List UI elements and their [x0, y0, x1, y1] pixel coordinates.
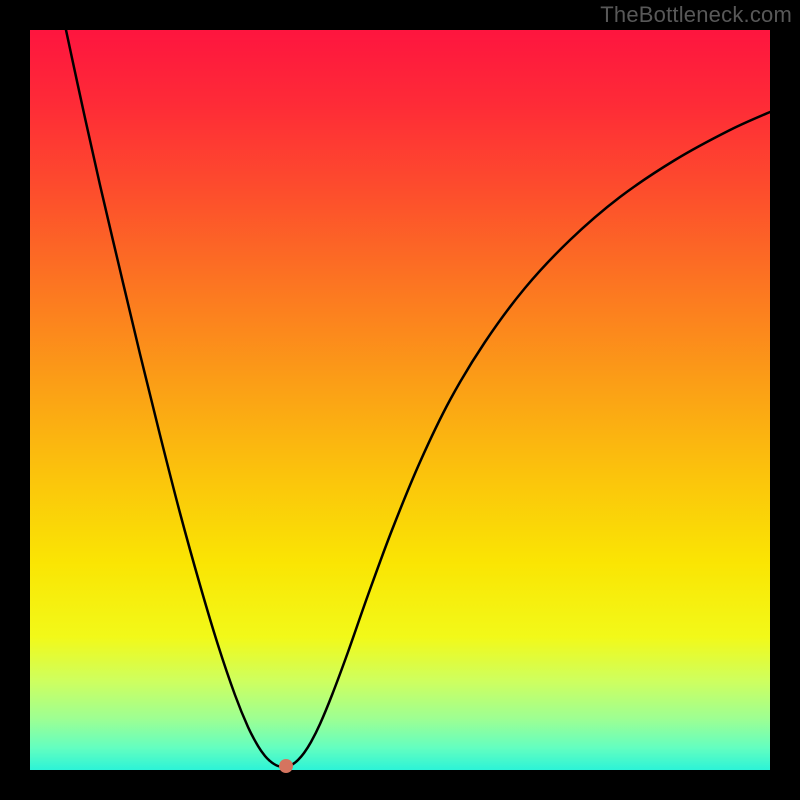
- chart-frame: TheBottleneck.com: [0, 0, 800, 800]
- minimum-marker: [279, 759, 293, 773]
- watermark-text: TheBottleneck.com: [600, 2, 792, 28]
- plot-background: [30, 30, 770, 770]
- bottleneck-chart: [0, 0, 800, 800]
